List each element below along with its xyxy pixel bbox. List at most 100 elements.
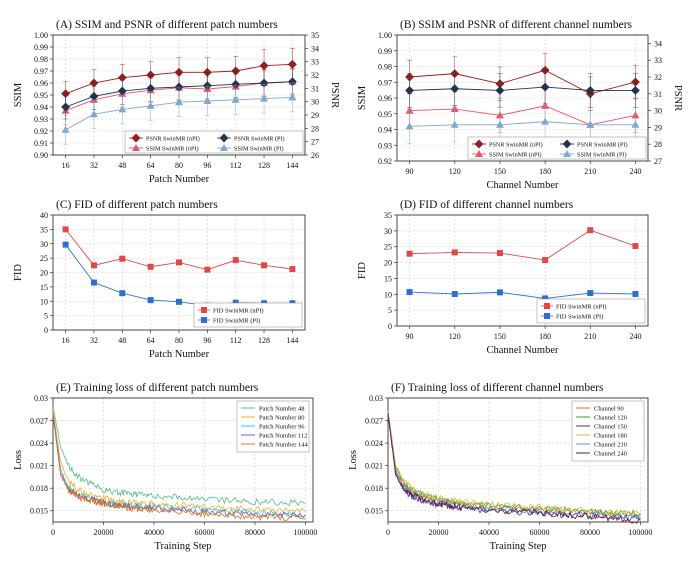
data-point [61, 125, 70, 133]
legend-label: SSIM SwinMR (PI) [234, 146, 284, 153]
x-axis-label: Patch Number [149, 349, 210, 360]
data-point [90, 262, 97, 269]
legend: PSNR SwinMR (nPI) SSIM SwinMR (nPI) PSNR S… [124, 130, 304, 154]
series-C-0 [62, 226, 296, 273]
y-tick-label: 5 [44, 312, 48, 321]
y-tick-label: 0.92 [378, 157, 392, 166]
chart-title: (B) SSIM and PSNR of different channel n… [400, 19, 633, 31]
data-point [540, 82, 550, 92]
chart-title: (A) SSIM and PSNR of different patch num… [56, 19, 278, 31]
x-tick-label: 80 [175, 161, 183, 170]
x-tick-label: 40000 [144, 528, 164, 537]
y-tick-label: 1.00 [34, 31, 48, 40]
data-point [62, 241, 69, 248]
legend-label: FID SwinMR (PI) [213, 318, 260, 325]
chart-F: (F) Training loss of different channel n… [348, 382, 652, 552]
data-point [90, 279, 97, 286]
legend-marker [201, 307, 207, 313]
y-tick-label: 0.94 [378, 126, 392, 135]
legend: FID SwinMR (nPI) FID SwinMR (PI) [193, 302, 303, 328]
data-point [176, 259, 182, 266]
y-axis-label: FID [357, 262, 368, 279]
y-tick-label: 0.91 [34, 139, 48, 148]
x-axis-label: Patch Number [149, 174, 210, 185]
legend-label: Channel 150 [594, 424, 627, 431]
x-tick-label: 150 [494, 167, 506, 176]
data-point [541, 117, 550, 125]
y-tick-label: 0.027 [30, 417, 48, 426]
data-point [61, 102, 71, 112]
x-tick-label: 128 [258, 161, 270, 170]
y-tick-label: 0.95 [378, 110, 392, 119]
legend-marker [219, 133, 229, 143]
x-axis-label: Training Step [489, 541, 546, 552]
y-tick-label: 0.03 [369, 394, 383, 403]
data-point [261, 262, 268, 269]
x-tick-label: 20000 [428, 528, 448, 537]
x-tick-label: 112 [230, 336, 242, 345]
series-E-1 [52, 408, 306, 514]
y-tick-label: 25 [384, 243, 392, 252]
legend-label: Channel 180 [594, 433, 627, 440]
data-point [117, 86, 127, 96]
data-point [146, 101, 155, 109]
y2-tick-label: 29 [654, 123, 662, 132]
y-tick-label: 10 [384, 290, 392, 299]
data-point [232, 257, 239, 264]
y-tick-label: 5 [388, 306, 392, 315]
data-point [495, 120, 504, 128]
y2-axis-label: PSNR [329, 82, 340, 108]
chart-title: (C) FID of different patch numbers [56, 199, 218, 211]
plot-frame [52, 34, 306, 156]
legend-label: Channel 120 [594, 415, 627, 422]
y-tick-label: 0.021 [30, 462, 48, 471]
y-tick-label: 20 [40, 269, 48, 278]
legend-label: FID SwinMR (nPI) [556, 304, 607, 311]
legend-label: Patch Number 144 [259, 442, 308, 449]
legend: Patch Number 48 Patch Number 80 Patch Numb… [236, 400, 310, 453]
legend-box [124, 130, 304, 154]
y-tick-label: 0.018 [365, 484, 383, 493]
y-axis-label: FID [13, 264, 24, 281]
x-tick-label: 210 [584, 167, 596, 176]
series-E-0 [52, 405, 306, 507]
series-line [52, 413, 306, 522]
chart-C: (C) FID of different patch numbers 0 5 10 15… [13, 199, 306, 360]
x-tick-label: 120 [449, 167, 461, 176]
data-point [287, 59, 297, 69]
x-axis-label: Channel Number [486, 180, 559, 191]
legend-box [536, 298, 646, 324]
x-tick-label: 80 [175, 336, 183, 345]
legend-marker [544, 313, 550, 319]
y-tick-label: 40 [40, 211, 48, 220]
series-line [409, 291, 636, 299]
x-tick-label: 20000 [93, 528, 113, 537]
data-point [406, 250, 413, 257]
x-tick-label: 96 [203, 161, 211, 170]
legend-label: PSNR SwinMR (PI) [577, 142, 628, 149]
legend: PSNR SwinMR (nPI) SSIM SwinMR (nPI) PSNR S… [467, 136, 647, 160]
data-point [259, 61, 269, 71]
y-tick-label: 1.00 [378, 31, 392, 40]
data-point [288, 93, 297, 101]
data-point [542, 257, 549, 264]
x-axis-label: Channel Number [486, 345, 559, 356]
y-axis-label: Loss [348, 450, 359, 470]
x-tick-label: 16 [62, 161, 70, 170]
legend-marker [562, 139, 572, 149]
y-tick-label: 20 [384, 259, 392, 268]
chart-title: (F) Training loss of different channel n… [391, 382, 604, 394]
plot-frame [52, 397, 314, 523]
y-tick-label: 0.018 [30, 484, 48, 493]
y-tick-label: 25 [40, 254, 48, 263]
legend-label: FID SwinMR (nPI) [213, 308, 264, 315]
x-tick-label: 60000 [194, 528, 214, 537]
y-tick-label: 0.98 [378, 63, 392, 72]
series-line [387, 412, 641, 524]
x-tick-label: 90 [406, 167, 414, 176]
legend: Channel 90 Channel 120 Channel 150 Channel … [571, 400, 645, 462]
legend-label: Channel 240 [594, 451, 627, 458]
y-tick-label: 0.021 [365, 462, 383, 471]
legend-box [193, 302, 303, 328]
